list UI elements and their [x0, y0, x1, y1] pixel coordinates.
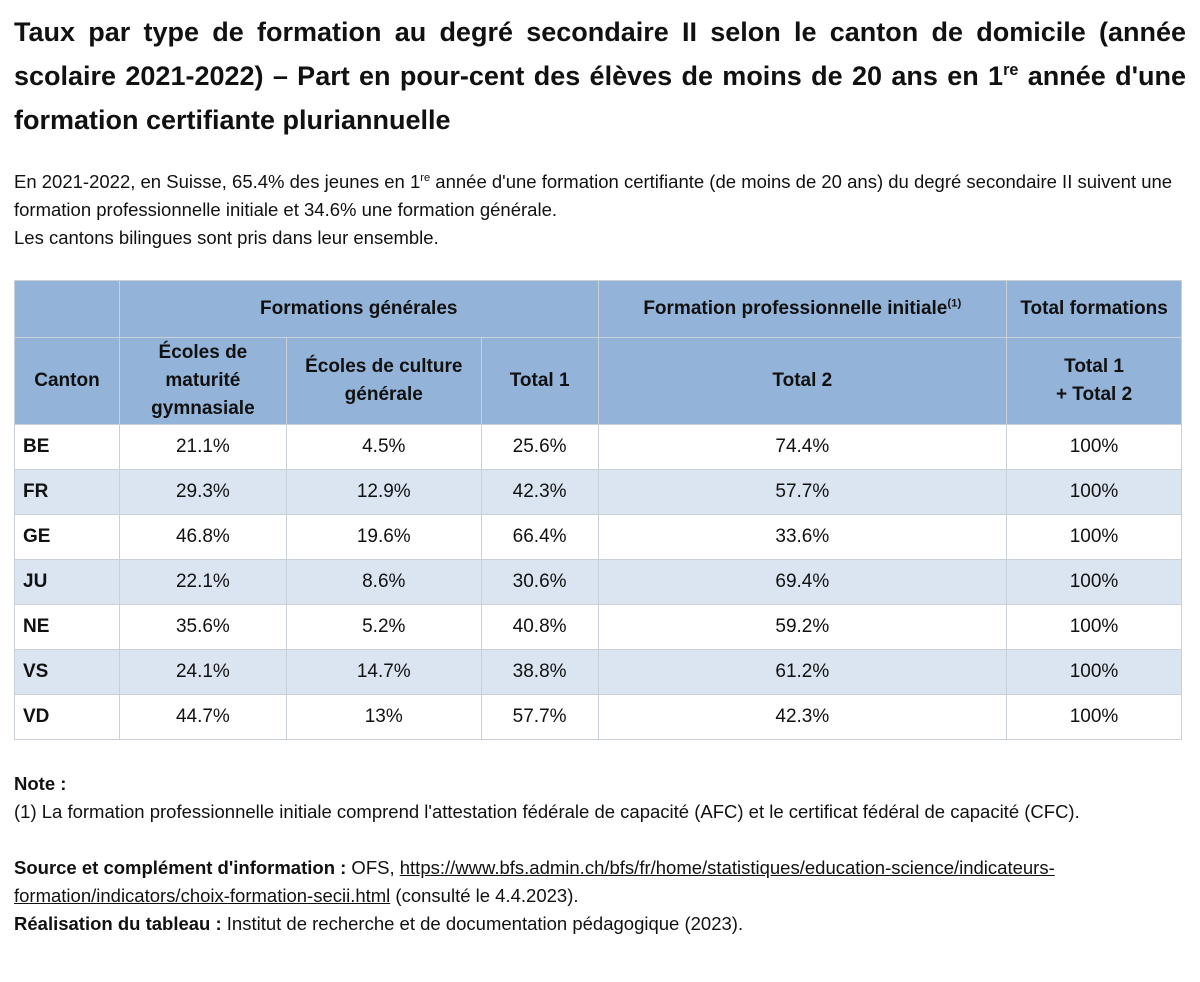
cell-total: 100% — [1006, 559, 1182, 605]
cell-total-2: 74.4% — [597, 424, 1008, 470]
header-canton: Canton — [14, 337, 120, 425]
cell-culture: 13% — [285, 694, 482, 740]
cell-maturite: 21.1% — [118, 424, 287, 470]
header-total-formations: Total formations — [1006, 280, 1182, 338]
cell-total-1: 25.6% — [480, 424, 599, 470]
header-total-1-plus-2: Total 1 + Total 2 — [1006, 337, 1182, 425]
formation-table: Formations générales Formation professio… — [14, 280, 1182, 740]
cell-culture: 14.7% — [285, 649, 482, 695]
header-empty-cell — [14, 280, 120, 338]
title-text-a: Taux par type de formation au degré seco… — [14, 17, 1186, 91]
cell-total-2: 42.3% — [597, 694, 1008, 740]
cell-culture: 12.9% — [285, 469, 482, 515]
intro-text: En 2021-2022, en Suisse, 65.4% des jeune… — [14, 168, 1186, 252]
cell-culture: 4.5% — [285, 424, 482, 470]
cell-maturite: 22.1% — [118, 559, 287, 605]
title-superscript: re — [1003, 61, 1019, 79]
realisation-text: Institut de recherche et de documentatio… — [221, 913, 744, 934]
cell-total-1: 66.4% — [480, 514, 599, 560]
cell-total-1: 42.3% — [480, 469, 599, 515]
table-column-header-row: Canton Écoles de maturité gymnasiale Éco… — [14, 337, 1182, 425]
table-row: VS 24.1% 14.7% 38.8% 61.2% 100% — [14, 649, 1182, 695]
cell-canton: VS — [14, 649, 120, 695]
intro-p1-b: année d'une formation certifiante (de mo… — [14, 171, 1173, 220]
header-formations-generales: Formations générales — [118, 280, 599, 338]
source-link[interactable]: https://www.bfs.admin.ch/bfs/fr/home/sta… — [14, 857, 1055, 906]
cell-total: 100% — [1006, 694, 1182, 740]
cell-canton: JU — [14, 559, 120, 605]
header-total-2: Total 2 — [597, 337, 1008, 425]
intro-paragraph-1: En 2021-2022, en Suisse, 65.4% des jeune… — [14, 168, 1186, 224]
document-title: Taux par type de formation au degré seco… — [14, 10, 1186, 142]
header-maturite: Écoles de maturité gymnasiale — [118, 337, 287, 425]
cell-canton: NE — [14, 604, 120, 650]
cell-total-1: 57.7% — [480, 694, 599, 740]
cell-total: 100% — [1006, 649, 1182, 695]
note-1: (1) La formation professionnelle initial… — [14, 801, 1080, 822]
cell-culture: 5.2% — [285, 604, 482, 650]
cell-culture: 8.6% — [285, 559, 482, 605]
header-total-1-plus-2-a: Total 1 — [1064, 356, 1124, 377]
notes-section: Note : (1) La formation professionnelle … — [14, 770, 1186, 938]
cell-canton: FR — [14, 469, 120, 515]
cell-total-1: 40.8% — [480, 604, 599, 650]
cell-canton: BE — [14, 424, 120, 470]
cell-maturite: 29.3% — [118, 469, 287, 515]
cell-total-2: 59.2% — [597, 604, 1008, 650]
cell-culture: 19.6% — [285, 514, 482, 560]
footnote-ref: (1) — [947, 297, 962, 310]
cell-total-2: 57.7% — [597, 469, 1008, 515]
header-total-1: Total 1 — [480, 337, 599, 425]
cell-total-2: 61.2% — [597, 649, 1008, 695]
cell-maturite: 35.6% — [118, 604, 287, 650]
source-label: Source et complément d'information : — [14, 857, 347, 878]
table-group-header-row: Formations générales Formation professio… — [14, 280, 1182, 338]
table-row: VD 44.7% 13% 57.7% 42.3% 100% — [14, 694, 1182, 740]
source-consulted: (consulté le 4.4.2023). — [390, 885, 579, 906]
note-label: Note : — [14, 773, 67, 794]
cell-total: 100% — [1006, 604, 1182, 650]
source-paragraph: Source et complément d'information : OFS… — [14, 854, 1186, 910]
cell-maturite: 46.8% — [118, 514, 287, 560]
header-formation-professionnelle-label: Formation professionnelle initiale — [643, 298, 948, 319]
table-row: JU 22.1% 8.6% 30.6% 69.4% 100% — [14, 559, 1182, 605]
realisation-paragraph: Réalisation du tableau : Institut de rec… — [14, 910, 1186, 938]
realisation-label: Réalisation du tableau : — [14, 913, 222, 934]
header-total-1-plus-2-b: + Total 2 — [1055, 384, 1133, 405]
cell-total-2: 33.6% — [597, 514, 1008, 560]
cell-total-1: 30.6% — [480, 559, 599, 605]
table-row: NE 35.6% 5.2% 40.8% 59.2% 100% — [14, 604, 1182, 650]
table-row: GE 46.8% 19.6% 66.4% 33.6% 100% — [14, 514, 1182, 560]
cell-total: 100% — [1006, 514, 1182, 560]
cell-canton: VD — [14, 694, 120, 740]
title-text-b: année d'une formation certifiante pluria… — [14, 61, 1186, 135]
header-formation-professionnelle: Formation professionnelle initiale(1) — [597, 280, 1008, 338]
intro-superscript: re — [420, 171, 431, 184]
cell-total: 100% — [1006, 424, 1182, 470]
cell-canton: GE — [14, 514, 120, 560]
table-row: FR 29.3% 12.9% 42.3% 57.7% 100% — [14, 469, 1182, 515]
table-row: BE 21.1% 4.5% 25.6% 74.4% 100% — [14, 424, 1182, 470]
header-culture-generale: Écoles de culture générale — [285, 337, 482, 425]
cell-maturite: 24.1% — [118, 649, 287, 695]
cell-total-2: 69.4% — [597, 559, 1008, 605]
cell-maturite: 44.7% — [118, 694, 287, 740]
intro-paragraph-2: Les cantons bilingues sont pris dans leu… — [14, 227, 439, 248]
cell-total-1: 38.8% — [480, 649, 599, 695]
cell-total: 100% — [1006, 469, 1182, 515]
source-org: OFS, — [346, 857, 400, 878]
intro-p1-a: En 2021-2022, en Suisse, 65.4% des jeune… — [14, 171, 421, 192]
